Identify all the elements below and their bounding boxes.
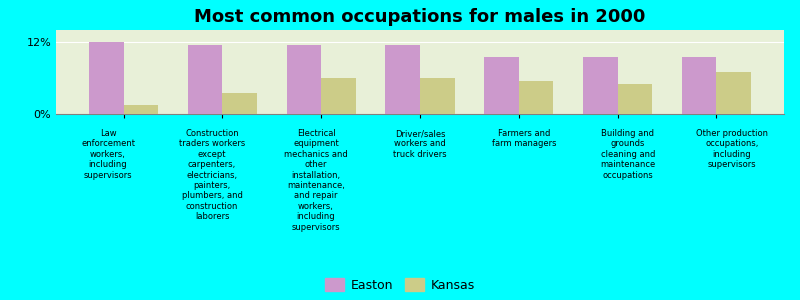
Bar	[716, 72, 751, 114]
Text: Other production
occupations,
including
supervisors: Other production occupations, including …	[696, 129, 768, 169]
Text: Electrical
equipment
mechanics and
other
installation,
maintenance,
and repair
w: Electrical equipment mechanics and other…	[284, 129, 348, 232]
Bar	[222, 93, 257, 114]
Text: Law
enforcement
workers,
including
supervisors: Law enforcement workers, including super…	[81, 129, 135, 180]
Bar	[286, 45, 322, 114]
Text: Driver/sales
workers and
truck drivers: Driver/sales workers and truck drivers	[393, 129, 447, 159]
Bar	[583, 57, 618, 114]
Bar	[124, 105, 158, 114]
Text: Farmers and
farm managers: Farmers and farm managers	[492, 129, 556, 148]
Bar	[682, 57, 716, 114]
Text: Construction
traders workers
except
carpenters,
electricians,
painters,
plumbers: Construction traders workers except carp…	[179, 129, 245, 221]
Bar	[420, 78, 454, 114]
Bar	[518, 81, 554, 114]
Text: Building and
grounds
cleaning and
maintenance
occupations: Building and grounds cleaning and mainte…	[600, 129, 656, 180]
Legend: Easton, Kansas: Easton, Kansas	[320, 273, 480, 297]
Bar	[89, 42, 124, 114]
Bar	[322, 78, 356, 114]
Bar	[188, 45, 222, 114]
Bar	[618, 84, 652, 114]
Bar	[484, 57, 518, 114]
Bar	[386, 45, 420, 114]
Title: Most common occupations for males in 2000: Most common occupations for males in 200…	[194, 8, 646, 26]
